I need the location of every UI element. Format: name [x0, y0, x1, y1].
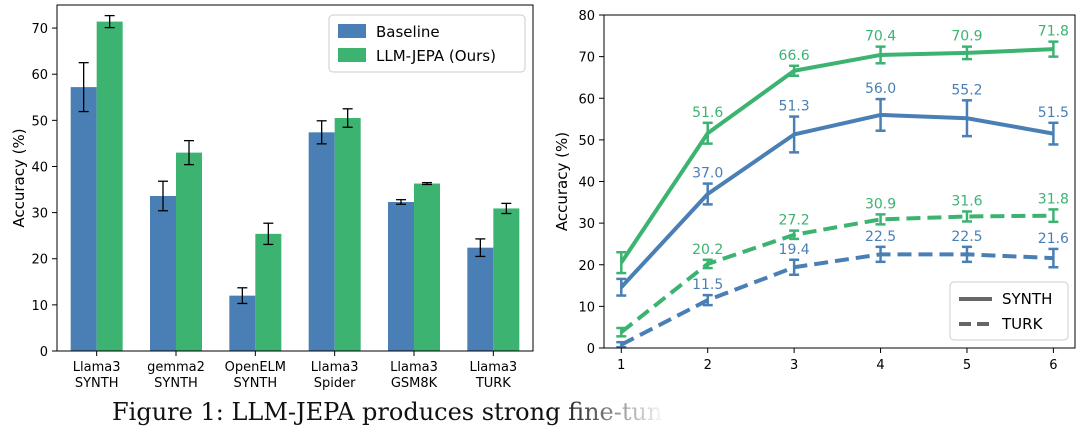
- data-label: 21.6: [1038, 231, 1069, 247]
- bar: [493, 208, 520, 351]
- data-label: 66.6: [779, 48, 810, 64]
- bar-x-tick-label: Llama3: [73, 360, 121, 375]
- data-label: 51.6: [692, 105, 723, 121]
- caption-fade: [560, 392, 700, 432]
- data-label: 30.9: [865, 196, 896, 212]
- bar: [308, 132, 335, 351]
- bar: [255, 233, 282, 351]
- data-label: 37.0: [692, 166, 723, 182]
- line-y-tick-label: 40: [578, 176, 595, 191]
- bar: [150, 195, 176, 351]
- bar-x-tick-label: GSM8K: [391, 376, 438, 391]
- data-label: 31.8: [1038, 191, 1069, 207]
- line-y-tick-label: 30: [578, 217, 595, 232]
- bar: [96, 21, 123, 351]
- line-y-tick-label: 50: [578, 134, 595, 149]
- line-y-tick-label: 70: [578, 51, 595, 66]
- line-x-tick-label: 1: [617, 358, 625, 373]
- line-y-tick-label: 60: [578, 92, 595, 107]
- bar-x-tick-label: Llama3: [390, 360, 438, 375]
- bar-y-tick-label: 20: [31, 253, 48, 268]
- bar-y-tick-label: 70: [31, 22, 48, 37]
- data-label: 22.5: [865, 229, 896, 245]
- line-legend-label: SYNTH: [1002, 290, 1052, 308]
- line-y-tick-label: 20: [578, 259, 595, 274]
- series-line: [620, 213, 1054, 334]
- line-y-tick-label: 80: [578, 9, 595, 24]
- bar-x-tick-label: Llama3: [311, 360, 359, 375]
- data-label: 20.2: [692, 242, 723, 258]
- bar: [467, 247, 494, 351]
- bar-x-tick-label: gemma2: [147, 360, 205, 375]
- series-line: [619, 47, 1054, 264]
- bar: [414, 183, 440, 351]
- line-x-tick-label: 2: [704, 358, 712, 373]
- data-label: 71.8: [1038, 24, 1069, 40]
- bar-legend-swatch: [338, 48, 366, 62]
- bar-x-tick-label: SYNTH: [234, 376, 278, 391]
- line-plot-frame: [603, 14, 1076, 349]
- bar-x-tick-label: SYNTH: [154, 376, 198, 391]
- bar-legend-swatch: [338, 24, 366, 38]
- bar: [334, 118, 361, 351]
- data-label: 22.5: [951, 229, 982, 245]
- line-y-tick-label: 10: [578, 300, 595, 315]
- bar-x-tick-label: OpenELM: [225, 360, 286, 375]
- bar: [176, 152, 202, 351]
- bar-y-tick-label: 60: [31, 68, 48, 83]
- data-label: 51.3: [779, 99, 810, 115]
- bar-y-tick-label: 10: [31, 299, 48, 314]
- line-x-tick-label: 3: [790, 358, 798, 373]
- bar-x-tick-label: Llama3: [469, 360, 517, 375]
- bar-y-tick-label: 50: [31, 114, 48, 129]
- bar-x-tick-label: SYNTH: [75, 376, 119, 391]
- line-x-tick-label: 6: [1049, 358, 1057, 373]
- bar-y-tick-label: 40: [31, 160, 48, 175]
- data-label: 70.9: [951, 29, 982, 45]
- bar-legend-label: LLM-JEPA (Ours): [376, 47, 496, 65]
- line-legend-label: TURK: [1001, 315, 1044, 333]
- data-label: 27.2: [779, 213, 810, 229]
- data-label: 55.2: [951, 82, 982, 98]
- bar-plot-frame: [56, 4, 534, 352]
- line-x-tick-label: 5: [963, 358, 971, 373]
- bar: [388, 201, 414, 351]
- data-label: 51.5: [1038, 105, 1069, 121]
- bar-y-tick-label: 0: [40, 345, 48, 360]
- data-label: 56.0: [865, 81, 896, 97]
- bar-legend-label: Baseline: [376, 23, 440, 41]
- data-label: 19.4: [779, 242, 810, 258]
- line-y-axis-label: Accuracy (%): [553, 132, 571, 231]
- bar-x-tick-label: Spider: [314, 376, 356, 391]
- bar-y-tick-label: 30: [31, 207, 48, 222]
- bar: [70, 87, 97, 351]
- bar: [229, 295, 256, 351]
- series-line: [620, 252, 1054, 347]
- data-label: 31.6: [951, 193, 982, 209]
- bar-y-axis-label: Accuracy (%): [10, 128, 28, 227]
- data-label: 70.4: [865, 29, 896, 45]
- data-label: 11.5: [692, 277, 723, 293]
- bar-x-tick-label: TURK: [475, 376, 511, 391]
- bar-legend-box: [328, 14, 526, 73]
- line-y-tick-label: 0: [587, 342, 595, 357]
- series-line: [619, 112, 1054, 289]
- line-x-tick-label: 4: [876, 358, 884, 373]
